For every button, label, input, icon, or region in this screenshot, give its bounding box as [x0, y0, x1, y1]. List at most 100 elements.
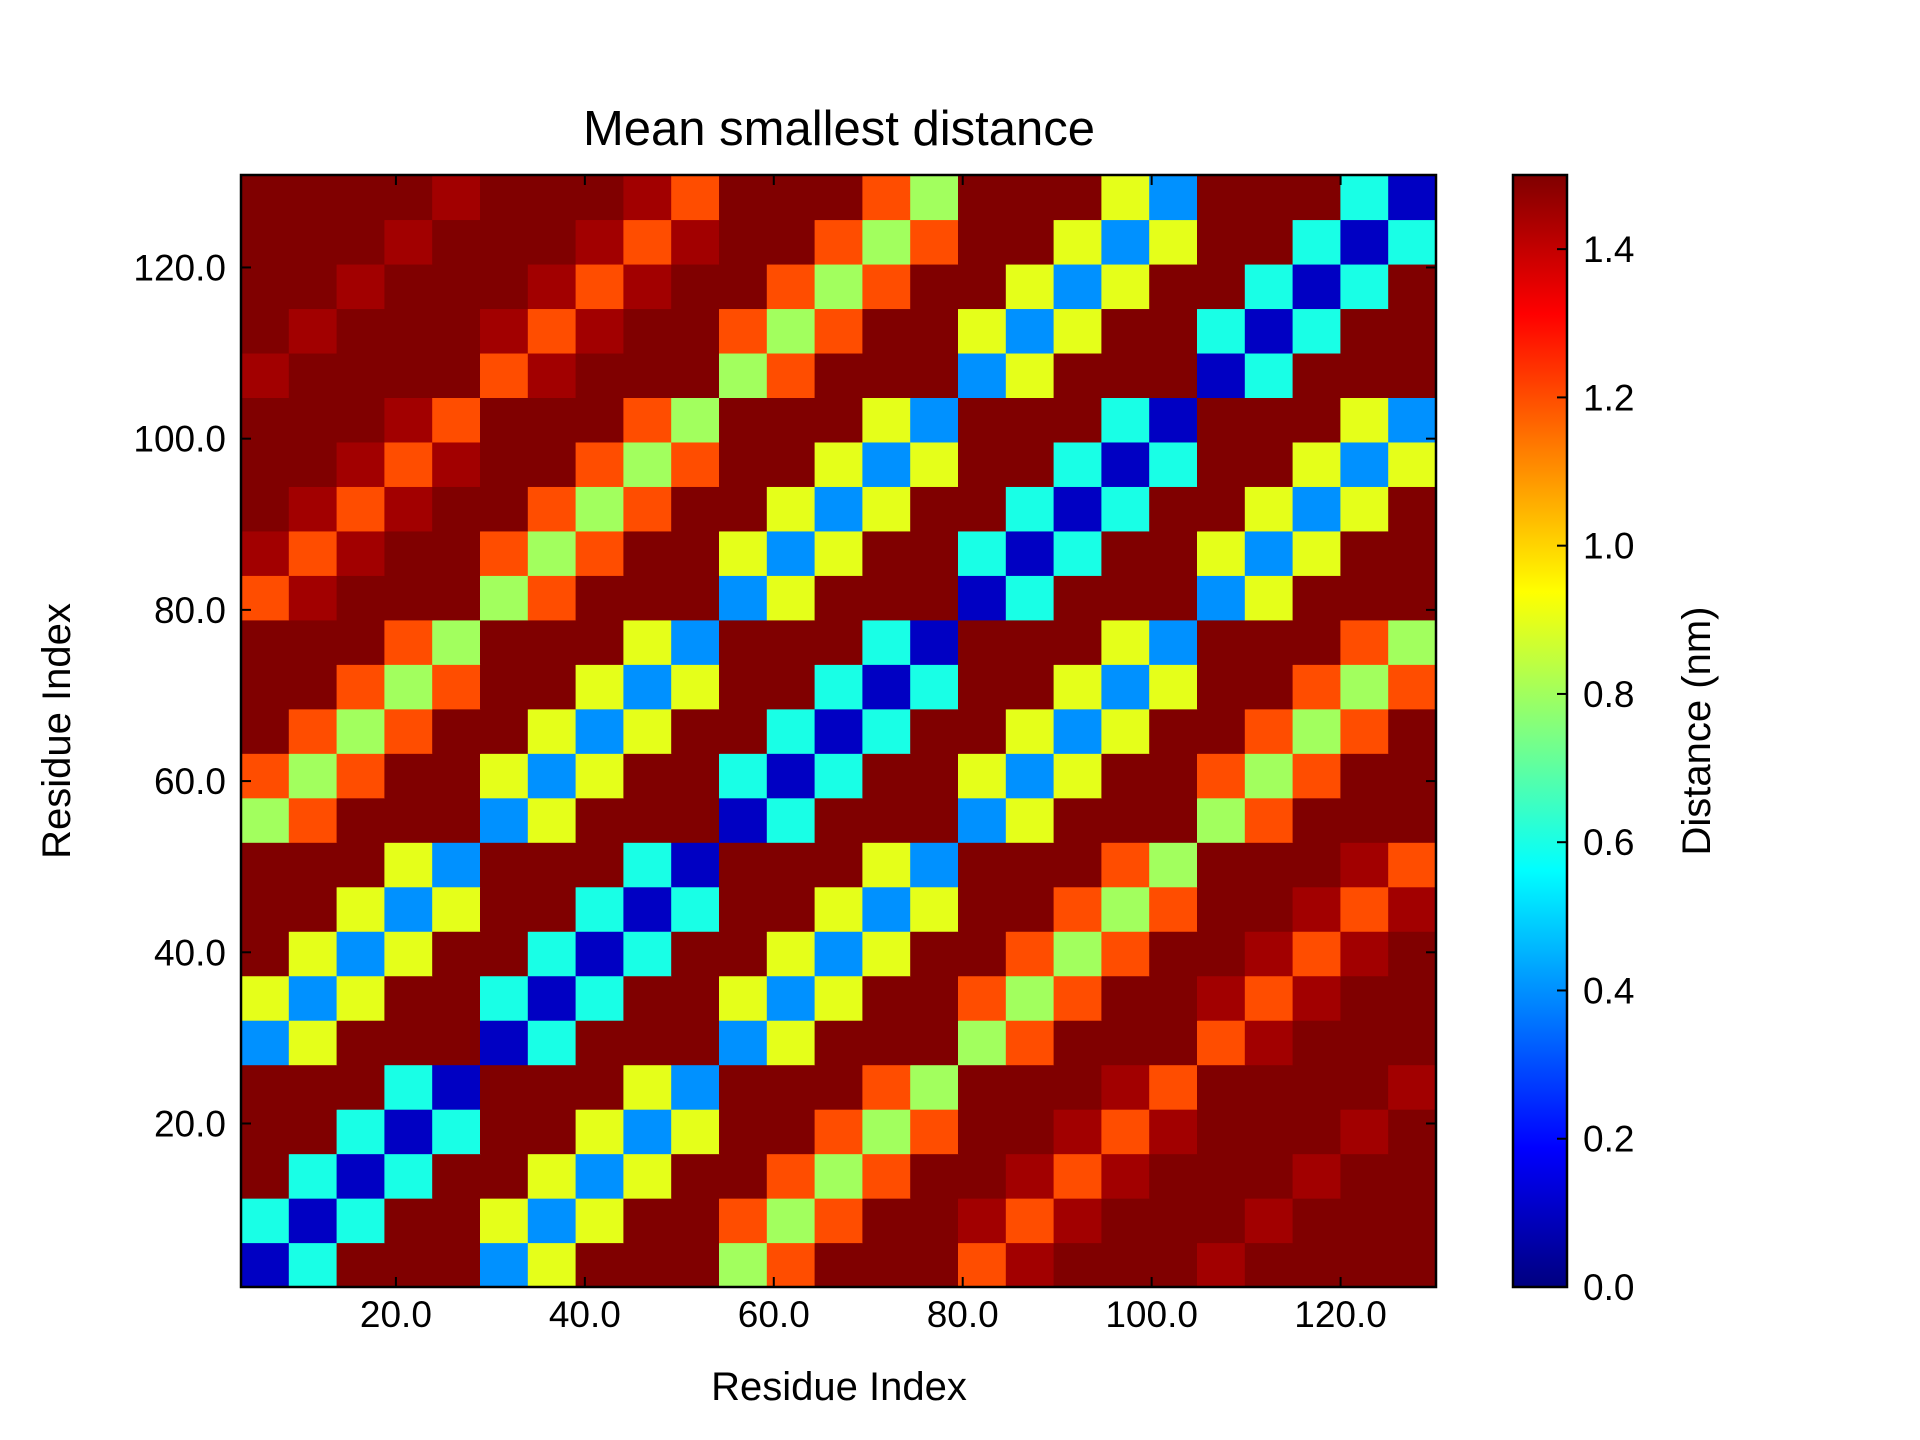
heatmap-cell: [766, 797, 816, 843]
heatmap-cell: [1005, 441, 1055, 487]
heatmap-cell: [1149, 1242, 1198, 1288]
heatmap-cell: [1101, 308, 1150, 354]
heatmap-cell: [766, 975, 816, 1021]
heatmap-cell: [575, 708, 624, 754]
heatmap-cell: [1292, 352, 1341, 398]
heatmap-cell: [1340, 753, 1389, 799]
heatmap-cell: [575, 1153, 624, 1199]
heatmap-cell: [958, 886, 1007, 932]
heatmap-cell: [241, 1153, 290, 1199]
heatmap-cell: [623, 886, 672, 932]
heatmap-cell: [241, 1242, 290, 1288]
heatmap-cell: [1244, 753, 1294, 799]
heatmap-cell: [1197, 708, 1246, 754]
heatmap-cell: [288, 1242, 338, 1288]
heatmap-cell: [766, 1242, 816, 1288]
heatmap-cell: [1149, 308, 1198, 354]
heatmap-cell: [910, 1153, 959, 1199]
y-tick-label: 40.0: [154, 932, 226, 973]
heatmap-cell: [1053, 1242, 1102, 1288]
heatmap-cell: [910, 441, 959, 487]
heatmap-cell: [958, 1064, 1007, 1110]
heatmap-cell: [1149, 619, 1198, 665]
heatmap-cell: [1244, 575, 1294, 621]
heatmap-cell: [241, 619, 290, 665]
heatmap-cell: [958, 797, 1007, 843]
heatmap-cell: [1005, 842, 1055, 888]
heatmap-cell: [1340, 1064, 1389, 1110]
heatmap-cell: [384, 664, 433, 710]
heatmap-cell: [1244, 263, 1294, 310]
heatmap-cell: [719, 708, 768, 754]
heatmap-cell: [480, 931, 529, 977]
heatmap-cell: [241, 1020, 290, 1066]
heatmap-cell: [862, 308, 911, 354]
heatmap-cell: [1149, 441, 1198, 487]
heatmap-cell: [814, 530, 863, 576]
heatmap-cell: [766, 441, 816, 487]
heatmap-cell: [527, 975, 577, 1021]
heatmap-cell: [527, 886, 577, 932]
heatmap-cell: [1340, 1020, 1389, 1066]
heatmap-cell: [384, 352, 433, 398]
heatmap-cell: [1340, 175, 1389, 221]
heatmap-cell: [1005, 575, 1055, 621]
heatmap-cell: [1101, 931, 1150, 977]
heatmap-cell: [527, 486, 577, 532]
heatmap-cell: [575, 486, 624, 532]
heatmap-cell: [910, 753, 959, 799]
heatmap-cell: [671, 219, 720, 265]
heatmap-cell: [1292, 753, 1341, 799]
heatmap-cell: [1244, 664, 1294, 710]
heatmap-cell: [862, 1198, 911, 1244]
heatmap-cell: [384, 1020, 433, 1066]
heatmap-cell: [241, 486, 290, 532]
heatmap-cell: [1101, 530, 1150, 576]
heatmap-cell: [288, 753, 338, 799]
heatmap-cell: [623, 486, 672, 532]
heatmap-cell: [1149, 842, 1198, 888]
heatmap-cell: [719, 664, 768, 710]
heatmap-cell: [1149, 1153, 1198, 1199]
heatmap-cell: [910, 975, 959, 1021]
heatmap-cell: [1292, 664, 1341, 710]
heatmap-cell: [1197, 397, 1246, 443]
heatmap-cell: [1197, 975, 1246, 1021]
heatmap-cell: [1101, 1198, 1150, 1244]
heatmap-cell: [432, 175, 481, 221]
heatmap-cell: [671, 352, 720, 398]
heatmap-cell: [1005, 1153, 1055, 1199]
heatmap-cell: [288, 308, 338, 354]
heatmap-cell: [671, 1198, 720, 1244]
heatmap-cell: [1149, 1198, 1198, 1244]
heatmap-cell: [1197, 797, 1246, 843]
heatmap-cell: [1292, 175, 1341, 221]
heatmap-cell: [910, 886, 959, 932]
heatmap-cell: [1292, 575, 1341, 621]
heatmap-cell: [1244, 1020, 1294, 1066]
heatmap-cell: [1197, 486, 1246, 532]
heatmap-cell: [1053, 975, 1102, 1021]
heatmap-cell: [288, 263, 338, 310]
heatmap-cell: [1244, 619, 1294, 665]
heatmap-cell: [1005, 175, 1055, 221]
heatmap-cell: [1197, 308, 1246, 354]
heatmap-cell: [288, 530, 338, 576]
heatmap-cell: [1292, 886, 1341, 932]
heatmap-cell: [623, 1198, 672, 1244]
heatmap-cell: [336, 308, 385, 354]
heatmap-cell: [1053, 263, 1102, 310]
heatmap-cell: [766, 708, 816, 754]
heatmap-cell: [527, 219, 577, 265]
heatmap-cell: [814, 308, 863, 354]
heatmap-cell: [623, 308, 672, 354]
heatmap-cell: [480, 753, 529, 799]
heatmap-cell: [1292, 263, 1341, 310]
heatmap-cell: [288, 797, 338, 843]
heatmap-cell: [288, 1064, 338, 1110]
heatmap-cell: [288, 1153, 338, 1199]
heatmap-cell: [910, 397, 959, 443]
heatmap-cell: [1292, 1153, 1341, 1199]
heatmap-cell: [1005, 931, 1055, 977]
heatmap-cell: [527, 530, 577, 576]
